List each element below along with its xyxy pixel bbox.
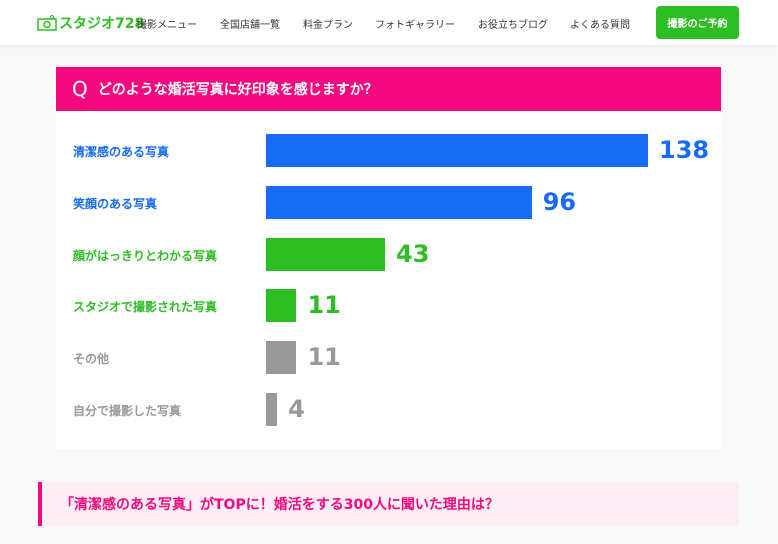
chart-row: その他 11	[56, 341, 721, 375]
bar	[266, 289, 297, 323]
category-label: その他	[73, 352, 110, 367]
category-label: 笑顔のある写真	[73, 196, 158, 211]
chart-row: スタジオで撮影された写真 11	[56, 289, 721, 323]
value-label: 11	[307, 343, 341, 372]
category-label: 自分で撮影した写真	[73, 404, 182, 418]
bar	[266, 237, 386, 271]
question-heading: Q どのような婚活写真に好印象を感じますか？	[56, 67, 721, 111]
bar	[266, 185, 532, 219]
survey-card: Q どのような婚活写真に好印象を感じますか？ 清潔感のある写真 138 笑顔のある写…	[56, 67, 721, 449]
category-label: 清潔感のある写真	[73, 145, 170, 159]
value-label: 43	[396, 239, 430, 268]
chart-row: 笑顔のある写真 96	[56, 185, 721, 219]
camera-icon	[37, 15, 57, 31]
section-subheading: 「清潔感のある写真」がTOPに！婚活をする300人に聞いた理由は？	[38, 482, 739, 526]
value-label: 96	[542, 187, 577, 216]
chart-row: 清潔感のある写真 138	[56, 134, 721, 167]
value-label: 138	[659, 136, 710, 164]
value-label: 11	[307, 291, 341, 320]
nav-menu[interactable]: 撮影メニュー	[137, 20, 197, 31]
value-label: 4	[288, 395, 305, 423]
bar	[266, 134, 648, 167]
nav-gallery[interactable]: フォトギャラリー	[375, 20, 455, 31]
nav-blog[interactable]: お役立ちブログ	[478, 20, 548, 31]
category-label: 顔がはっきりとわかる写真	[73, 248, 218, 263]
q-label: Q	[72, 77, 88, 101]
reservation-button[interactable]: 撮影のご予約	[656, 6, 739, 39]
category-label: スタジオで撮影された写真	[73, 300, 218, 315]
bar	[266, 393, 278, 426]
nav-pricing[interactable]: 料金プラン	[303, 20, 353, 31]
nav-stores[interactable]: 全国店舗一覧	[220, 20, 280, 31]
question-text: どのような婚活写真に好印象を感じますか？	[97, 82, 378, 98]
chart-row: 顔がはっきりとわかる写真 43	[56, 237, 721, 271]
logo[interactable]: スタジオ728	[37, 13, 144, 33]
nav-faq[interactable]: よくある質問	[570, 20, 630, 31]
bar	[266, 341, 297, 375]
chart-row: 自分で撮影した写真 4	[56, 393, 721, 426]
site-header: スタジオ728 撮影メニュー 全国店舗一覧 料金プラン フォトギャラリー お役立…	[0, 0, 778, 45]
logo-text: スタジオ728	[59, 16, 145, 32]
